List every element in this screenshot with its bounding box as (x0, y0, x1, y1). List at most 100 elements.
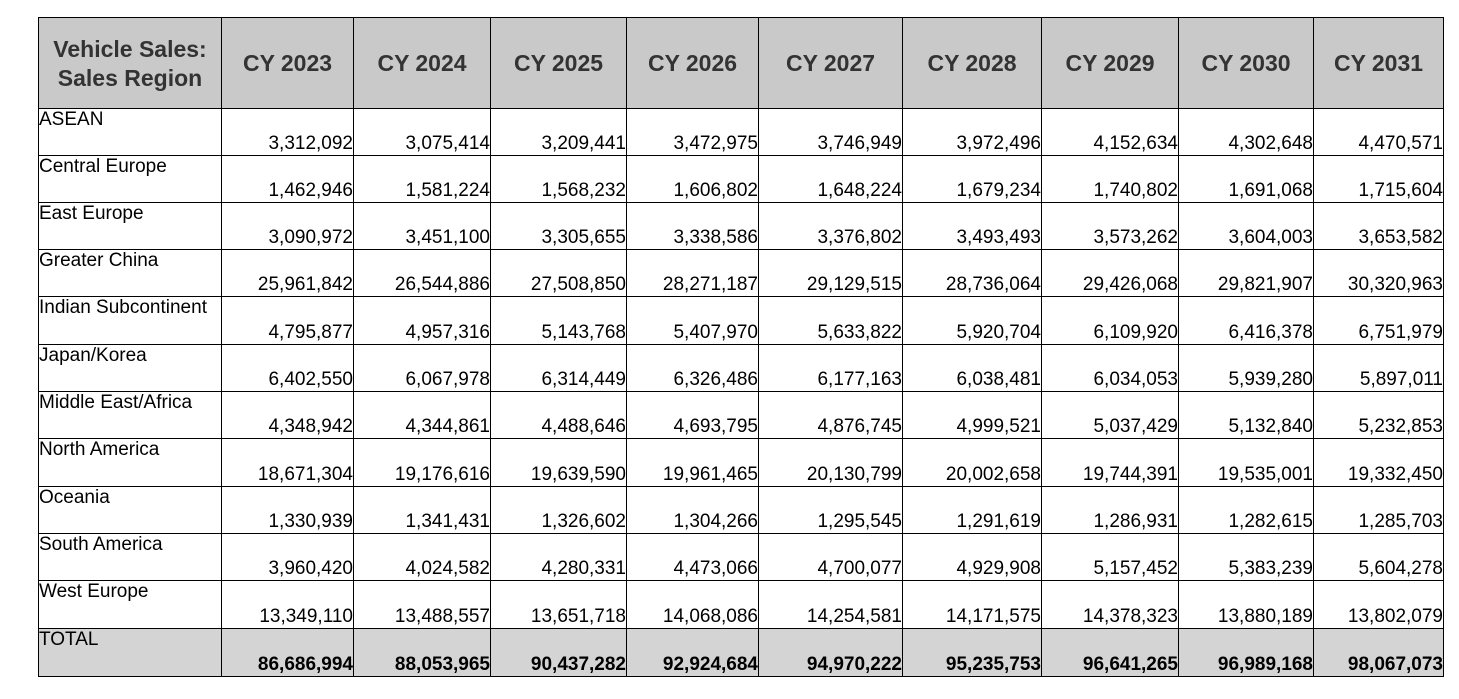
sales-value-cell: 3,653,582 (1313, 202, 1444, 250)
table-row: South America 3,960,420 4,024,582 4,280,331… (38, 533, 1444, 581)
region-cell: East Europe (38, 202, 222, 250)
header-cell-year: CY 2026 (626, 17, 759, 109)
region-cell: Indian Subcontinent (38, 296, 222, 345)
sales-value-cell: 1,295,545 (758, 486, 903, 534)
total-value-cell: 86,686,994 (221, 628, 354, 677)
sales-value-cell: 5,920,704 (902, 296, 1042, 345)
sales-value-cell: 28,271,187 (626, 249, 759, 297)
region-cell: Middle East/Africa (38, 391, 222, 439)
sales-value-cell: 19,961,465 (626, 438, 759, 487)
sales-value-cell: 5,897,011 (1313, 344, 1444, 392)
sales-value-cell: 6,416,378 (1178, 296, 1314, 345)
sales-value-cell: 13,802,079 (1313, 580, 1444, 629)
sales-value-cell: 1,462,946 (221, 155, 354, 203)
region-cell: Central Europe (38, 155, 222, 203)
table-row: Indian Subcontinent 4,795,877 4,957,316 5,1… (38, 296, 1444, 345)
sales-value-cell: 5,604,278 (1313, 533, 1444, 581)
sales-value-cell: 4,473,066 (626, 533, 759, 581)
total-value-cell: 96,641,265 (1041, 628, 1179, 677)
sales-value-cell: 1,286,931 (1041, 486, 1179, 534)
header-cell-year: CY 2028 (902, 17, 1042, 109)
header-cell-year: CY 2031 (1313, 17, 1444, 109)
sales-value-cell: 1,341,431 (353, 486, 491, 534)
header-cell-year: CY 2027 (758, 17, 903, 109)
sales-value-cell: 5,633,822 (758, 296, 903, 345)
table-row: ASEAN 3,312,092 3,075,414 3,209,441 3,472,97… (38, 108, 1444, 156)
sales-value-cell: 3,573,262 (1041, 202, 1179, 250)
sales-value-cell: 6,402,550 (221, 344, 354, 392)
sales-value-cell: 6,109,920 (1041, 296, 1179, 345)
table-row: Middle East/Africa 4,348,942 4,344,861 4,48… (38, 391, 1444, 439)
sales-value-cell: 4,470,571 (1313, 108, 1444, 156)
sales-value-cell: 4,348,942 (221, 391, 354, 439)
sales-value-cell: 5,132,840 (1178, 391, 1314, 439)
sales-value-cell: 14,171,575 (902, 580, 1042, 629)
sales-value-cell: 5,143,768 (490, 296, 627, 345)
table-row: East Europe 3,090,972 3,451,100 3,305,655 3,… (38, 202, 1444, 250)
sales-value-cell: 6,177,163 (758, 344, 903, 392)
header-cell-year: CY 2025 (490, 17, 627, 109)
sales-value-cell: 4,876,745 (758, 391, 903, 439)
region-cell: South America (38, 533, 222, 581)
sales-value-cell: 19,332,450 (1313, 438, 1444, 487)
total-value-cell: 96,989,168 (1178, 628, 1314, 677)
total-value-cell: 94,970,222 (758, 628, 903, 677)
sales-value-cell: 4,024,582 (353, 533, 491, 581)
region-cell: Oceania (38, 486, 222, 534)
sales-value-cell: 1,715,604 (1313, 155, 1444, 203)
sales-value-cell: 3,312,092 (221, 108, 354, 156)
sales-value-cell: 4,488,646 (490, 391, 627, 439)
sales-value-cell: 3,960,420 (221, 533, 354, 581)
sales-value-cell: 1,568,232 (490, 155, 627, 203)
sales-value-cell: 3,338,586 (626, 202, 759, 250)
sales-value-cell: 30,320,963 (1313, 249, 1444, 297)
sales-value-cell: 3,090,972 (221, 202, 354, 250)
sales-value-cell: 5,037,429 (1041, 391, 1179, 439)
table-row: North America 18,671,304 19,176,616 19,639,… (38, 438, 1444, 487)
sales-value-cell: 6,038,481 (902, 344, 1042, 392)
sales-value-cell: 1,691,068 (1178, 155, 1314, 203)
sales-value-cell: 14,254,581 (758, 580, 903, 629)
region-cell: Greater China (38, 249, 222, 297)
sales-value-cell: 1,326,602 (490, 486, 627, 534)
sales-value-cell: 29,821,907 (1178, 249, 1314, 297)
region-cell: Japan/Korea (38, 344, 222, 392)
sales-value-cell: 4,280,331 (490, 533, 627, 581)
sales-value-cell: 4,929,908 (902, 533, 1042, 581)
sales-value-cell: 4,152,634 (1041, 108, 1179, 156)
sales-value-cell: 3,972,496 (902, 108, 1042, 156)
sales-value-cell: 5,939,280 (1178, 344, 1314, 392)
sales-value-cell: 1,285,703 (1313, 486, 1444, 534)
table-row: Greater China 25,961,842 26,544,886 27,508,… (38, 249, 1444, 297)
sales-value-cell: 3,209,441 (490, 108, 627, 156)
sales-value-cell: 29,426,068 (1041, 249, 1179, 297)
sales-value-cell: 4,693,795 (626, 391, 759, 439)
sales-value-cell: 4,999,521 (902, 391, 1042, 439)
table-row: Japan/Korea 6,402,550 6,067,978 6,314,449 6,… (38, 344, 1444, 392)
sales-value-cell: 25,961,842 (221, 249, 354, 297)
sales-value-cell: 1,581,224 (353, 155, 491, 203)
sales-value-cell: 3,472,975 (626, 108, 759, 156)
sales-value-cell: 19,639,590 (490, 438, 627, 487)
table-row: Oceania 1,330,939 1,341,431 1,326,602 1,304,… (38, 486, 1444, 534)
sales-value-cell: 6,034,053 (1041, 344, 1179, 392)
sales-value-cell: 3,493,493 (902, 202, 1042, 250)
sales-value-cell: 3,075,414 (353, 108, 491, 156)
sales-value-cell: 20,002,658 (902, 438, 1042, 487)
sales-value-cell: 6,751,979 (1313, 296, 1444, 345)
sales-value-cell: 19,535,001 (1178, 438, 1314, 487)
sales-value-cell: 5,383,239 (1178, 533, 1314, 581)
sales-value-cell: 4,302,648 (1178, 108, 1314, 156)
header-cell-year: CY 2029 (1041, 17, 1179, 109)
header-cell-year: CY 2030 (1178, 17, 1314, 109)
sales-value-cell: 13,349,110 (221, 580, 354, 629)
sales-value-cell: 1,606,802 (626, 155, 759, 203)
header-row: Vehicle Sales: Sales Region CY 2023 CY 2… (38, 17, 1444, 109)
sales-value-cell: 1,304,266 (626, 486, 759, 534)
sales-value-cell: 27,508,850 (490, 249, 627, 297)
sales-value-cell: 18,671,304 (221, 438, 354, 487)
sales-value-cell: 6,067,978 (353, 344, 491, 392)
total-value-cell: 88,053,965 (353, 628, 491, 677)
sales-value-cell: 5,232,853 (1313, 391, 1444, 439)
table-row: West Europe 13,349,110 13,488,557 13,651,71… (38, 580, 1444, 629)
